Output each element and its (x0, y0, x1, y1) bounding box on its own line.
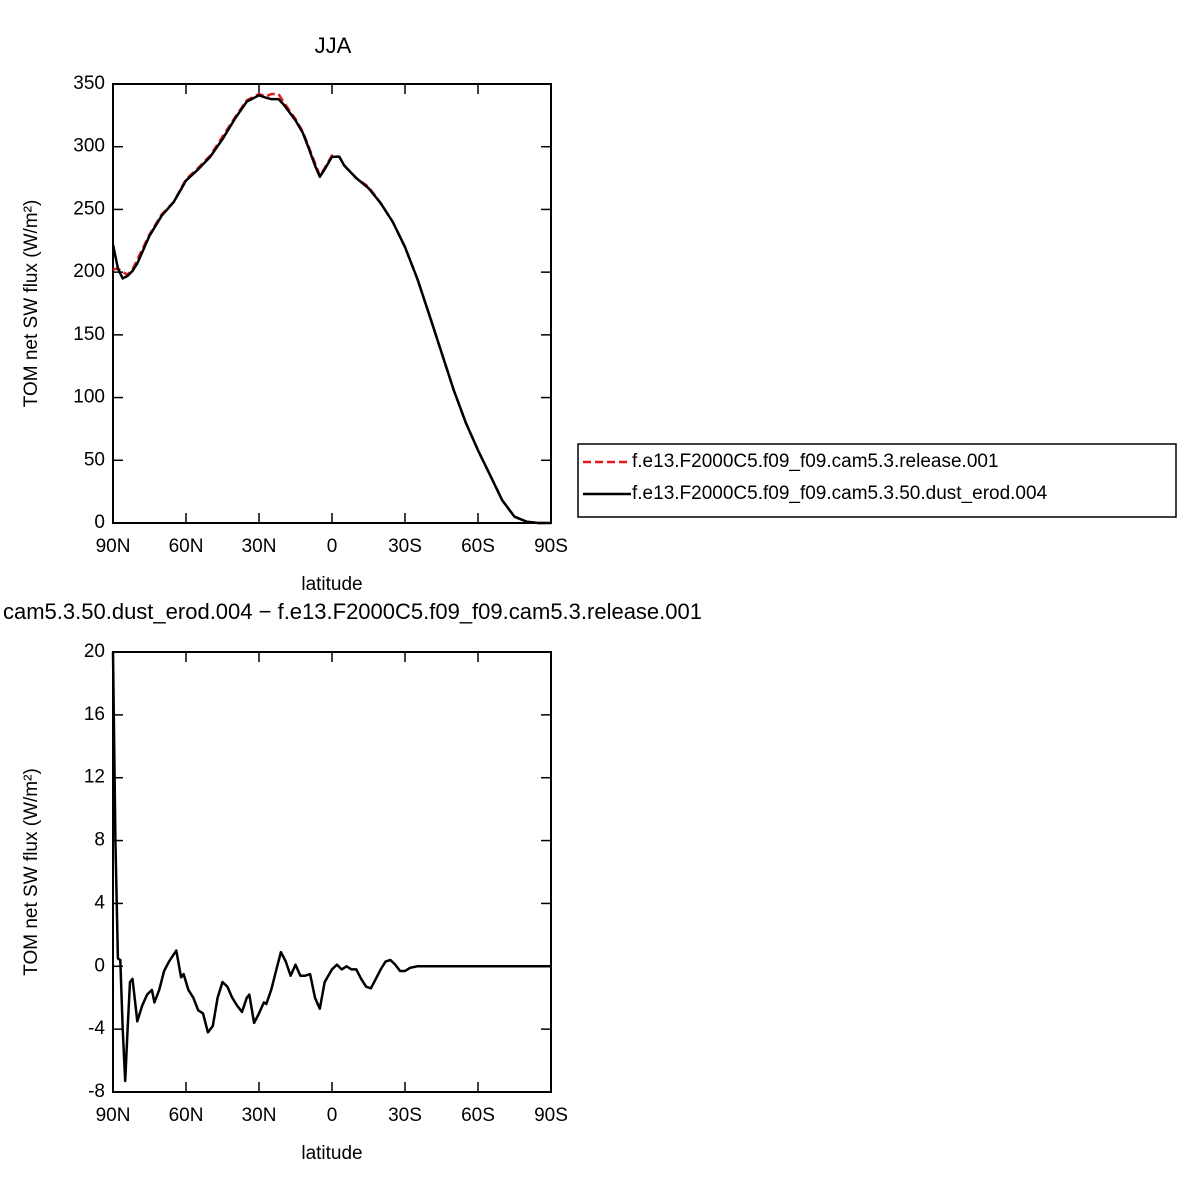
plot-frame (112, 83, 552, 524)
y-tick-label: 50 (84, 449, 105, 470)
y-tick-label: 12 (84, 767, 105, 788)
y-tick-label: 100 (73, 387, 105, 408)
y-tick-label: 200 (73, 261, 105, 282)
x-axis-label: latitude (301, 574, 362, 595)
y-tick-label: -4 (88, 1018, 105, 1039)
y-tick-label: 250 (73, 198, 105, 219)
y-tick-label: 350 (73, 73, 105, 94)
x-axis-label: latitude (301, 1143, 362, 1164)
legend-label: f.e13.F2000C5.f09_f09.cam5.3.50.dust_ero… (632, 483, 1048, 504)
chart-title: cam5.3.50.dust_erod.004 − f.e13.F2000C5.… (3, 599, 702, 624)
y-tick-label: 8 (94, 830, 105, 851)
x-tick-label: 30S (388, 536, 422, 557)
x-tick-label: 30S (388, 1105, 422, 1126)
y-axis-label: TOM net SW flux (W/m²) (21, 768, 42, 976)
x-tick-label: 60N (169, 1105, 204, 1126)
x-tick-label: 60S (461, 1105, 495, 1126)
series-line (111, 94, 551, 525)
chart-title: JJA (315, 33, 352, 58)
y-tick-label: 300 (73, 136, 105, 157)
y-tick-label: 0 (94, 512, 105, 533)
x-tick-label: 60S (461, 536, 495, 557)
x-tick-label: 90N (96, 1105, 131, 1126)
x-tick-label: 30N (242, 536, 277, 557)
x-tick-label: 30N (242, 1105, 277, 1126)
x-tick-label: 0 (327, 1105, 338, 1126)
y-tick-label: 4 (94, 892, 105, 913)
series-line (111, 651, 551, 1083)
y-tick-label: -8 (88, 1081, 105, 1102)
y-tick-label: 20 (84, 641, 105, 662)
legend-box (577, 443, 1177, 518)
y-tick-label: 150 (73, 324, 105, 345)
x-tick-label: 90N (96, 536, 131, 557)
legend-label: f.e13.F2000C5.f09_f09.cam5.3.release.001 (632, 451, 999, 472)
x-tick-label: 90S (534, 1105, 568, 1126)
x-tick-label: 60N (169, 536, 204, 557)
y-tick-label: 0 (94, 955, 105, 976)
y-axis-label: TOM net SW flux (W/m²) (21, 200, 42, 408)
x-tick-label: 0 (327, 536, 338, 557)
y-tick-label: 16 (84, 704, 105, 725)
plot-frame (112, 651, 552, 1093)
x-tick-label: 90S (534, 536, 568, 557)
